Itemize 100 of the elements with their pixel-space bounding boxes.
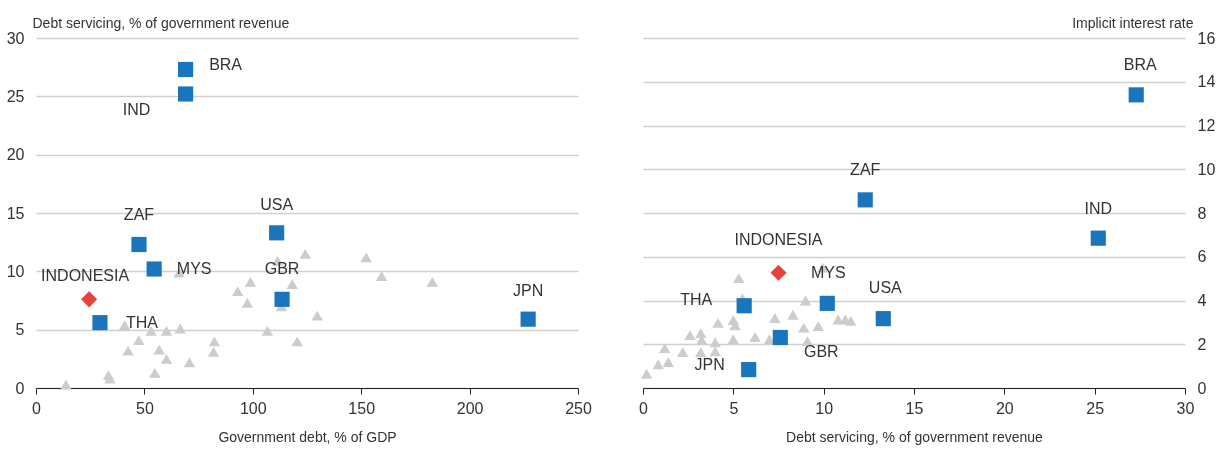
x-tick-label: 30	[1176, 399, 1195, 417]
point	[652, 359, 664, 370]
x-tick-label: 250	[565, 399, 592, 417]
point	[658, 343, 671, 354]
x-tick-label: 10	[815, 399, 834, 417]
y-tick-label: 0	[1197, 379, 1207, 397]
point	[92, 315, 108, 331]
point	[709, 346, 721, 357]
x-tick-label: 5	[729, 399, 739, 417]
y-tick-label: 30	[6, 29, 25, 47]
point	[261, 325, 274, 336]
x-tick-label: 150	[348, 399, 376, 417]
point	[733, 273, 745, 283]
point	[149, 367, 161, 378]
annotation: INDONESIA	[41, 267, 130, 285]
point	[269, 225, 285, 241]
point	[311, 310, 323, 321]
point	[695, 347, 707, 358]
y-tick-label: 20	[6, 146, 25, 164]
x-axis-title: Government debt, % of GDP	[218, 428, 397, 445]
point	[812, 321, 824, 332]
annotation: BRA	[209, 55, 243, 73]
x-tick-label: 100	[239, 399, 267, 417]
annotation: USA	[868, 278, 903, 296]
y-tick-label: 8	[1197, 204, 1207, 222]
annotation: MYS	[176, 260, 212, 277]
annotation: INDONESIA	[734, 230, 823, 248]
y-tick-label: 6	[1197, 248, 1207, 266]
x-tick-label: 200	[456, 399, 484, 417]
point	[231, 286, 244, 297]
y-axis-title: Implicit interest rate	[1072, 14, 1194, 31]
annotation: ZAF	[123, 205, 155, 223]
point	[749, 332, 761, 342]
y-tick-label: 5	[15, 321, 25, 339]
annotation: ZAF	[850, 160, 881, 178]
point	[122, 345, 134, 356]
annotation: MYS	[810, 264, 846, 282]
point	[360, 252, 372, 263]
point	[799, 295, 812, 306]
point	[153, 344, 165, 355]
y-tick-label: 25	[6, 87, 25, 105]
point	[375, 271, 388, 281]
point	[819, 295, 835, 311]
x-tick-label: 20	[995, 399, 1014, 417]
point	[81, 291, 98, 308]
point	[772, 329, 788, 346]
y-tick-label: 10	[1197, 160, 1216, 178]
point	[662, 357, 674, 367]
point	[712, 317, 724, 328]
y-tick-label: 10	[6, 262, 25, 280]
point	[160, 325, 173, 336]
y-tick-label: 14	[1197, 73, 1216, 91]
point	[299, 248, 311, 259]
annotation: THA	[680, 290, 713, 308]
y-tick-label: 4	[1197, 292, 1207, 309]
point	[208, 336, 221, 347]
point	[426, 276, 439, 287]
point	[798, 322, 810, 333]
point	[291, 336, 303, 347]
point	[133, 335, 145, 346]
point	[244, 276, 257, 287]
x-axis-title: Debt servicing, % of government revenue	[786, 428, 1044, 445]
y-tick-label: 0	[15, 379, 25, 397]
x-tick-label: 0	[639, 399, 649, 417]
point	[207, 346, 220, 357]
point	[727, 334, 740, 345]
annotation: IND	[1084, 200, 1113, 218]
point	[160, 353, 173, 364]
point	[741, 362, 757, 378]
point	[1128, 87, 1144, 103]
point	[178, 61, 194, 78]
point	[241, 297, 254, 308]
annotation: JPN	[694, 355, 725, 373]
annotation: GBR	[264, 260, 300, 278]
x-tick-label: 0	[32, 399, 42, 417]
y-tick-label: 16	[1197, 29, 1216, 47]
point	[1090, 230, 1106, 246]
x-tick-label: 25	[1086, 399, 1105, 417]
annotation: IND	[122, 101, 151, 118]
point	[174, 323, 186, 334]
point	[709, 337, 721, 348]
y-tick-label: 12	[1197, 117, 1216, 134]
point	[146, 261, 162, 277]
annotation: GBR	[803, 343, 839, 361]
point	[845, 315, 857, 326]
annotation: USA	[260, 195, 294, 213]
point	[736, 298, 752, 314]
point	[131, 236, 147, 253]
point	[857, 192, 873, 208]
y-axis-title: Debt servicing, % of government revenue	[32, 14, 290, 31]
annotation: BRA	[1123, 55, 1157, 73]
y-tick-label: 15	[6, 204, 25, 222]
annotation: THA	[125, 313, 159, 331]
point	[787, 309, 799, 320]
point	[770, 264, 787, 281]
x-tick-label: 50	[136, 399, 154, 417]
x-tick-label: 15	[905, 399, 924, 417]
point	[520, 311, 536, 327]
point	[274, 291, 290, 307]
point	[640, 368, 653, 379]
